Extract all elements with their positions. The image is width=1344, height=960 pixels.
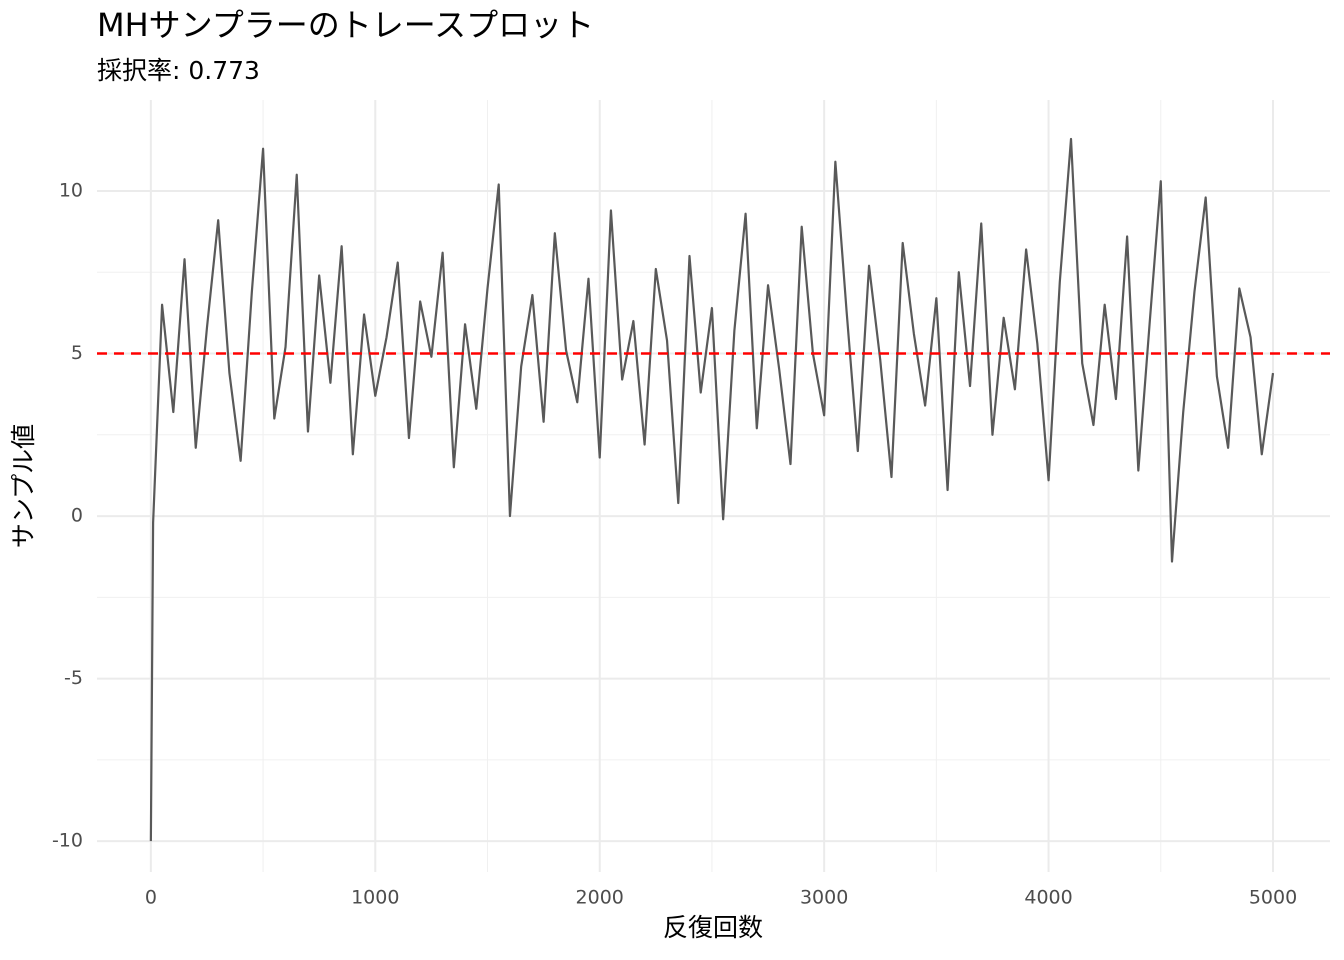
y-tick-label: -10 (52, 830, 83, 852)
y-axis-label: サンプル値 (9, 424, 38, 548)
y-tick-label: -5 (64, 667, 83, 689)
chart-title: MHサンプラーのトレースプロット (97, 6, 594, 44)
x-tick-label: 3000 (800, 887, 848, 909)
x-axis-label: 反復回数 (663, 913, 763, 942)
x-tick-label: 0 (145, 887, 157, 909)
x-tick-label: 1000 (351, 887, 399, 909)
chart-subtitle: 採択率: 0.773 (97, 56, 260, 85)
x-tick-label: 2000 (576, 887, 624, 909)
y-tick-label: 5 (71, 342, 83, 364)
trace-line (149, 137, 1275, 842)
y-tick-label: 10 (59, 180, 83, 202)
x-tick-label: 4000 (1024, 887, 1072, 909)
x-tick-label: 5000 (1249, 887, 1297, 909)
y-tick-label: 0 (71, 505, 83, 527)
